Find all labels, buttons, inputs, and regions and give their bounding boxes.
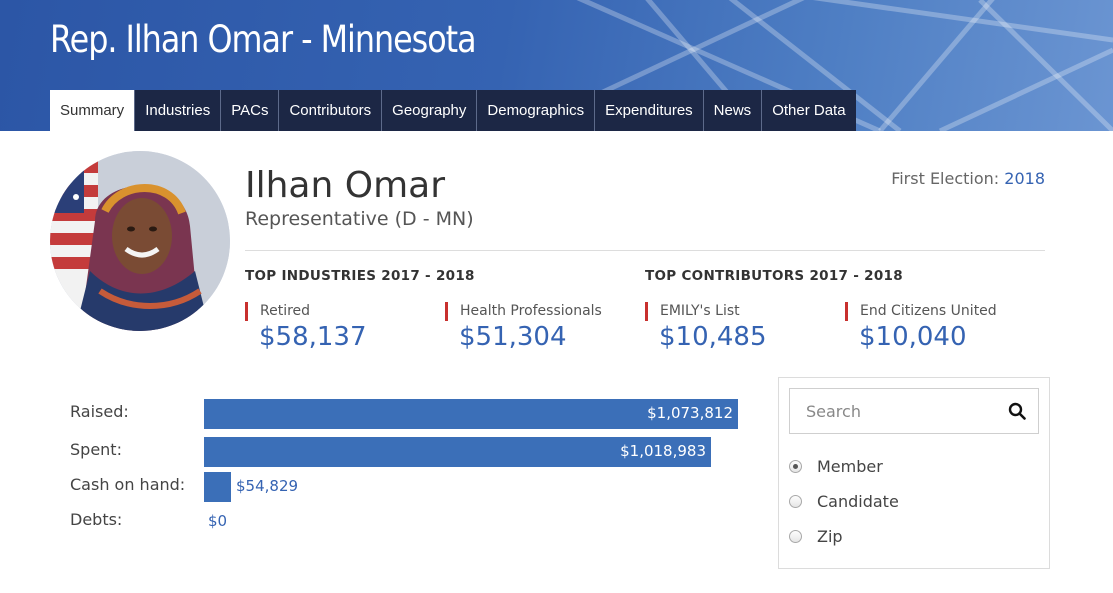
industry-value: $58,137 bbox=[259, 322, 367, 352]
contributor-item-emilys-list[interactable]: EMILY's List bbox=[645, 302, 740, 321]
raised-value: $1,073,812 bbox=[647, 404, 733, 422]
tab-other-data[interactable]: Other Data bbox=[762, 90, 856, 131]
industry-item-health-professionals[interactable]: Health Professionals bbox=[445, 302, 602, 321]
tab-pacs[interactable]: PACs bbox=[221, 90, 280, 131]
radio-button[interactable] bbox=[789, 494, 802, 508]
radio-button[interactable] bbox=[789, 459, 802, 473]
contributor-value: $10,040 bbox=[859, 322, 967, 352]
spent-value: $1,018,983 bbox=[620, 442, 706, 460]
radio-label: Candidate bbox=[817, 491, 899, 511]
member-role: Representative (D - MN) bbox=[245, 208, 474, 230]
top-industries-heading: TOP INDUSTRIES 2017 - 2018 bbox=[245, 268, 475, 284]
tab-summary[interactable]: Summary bbox=[50, 90, 136, 131]
tab-geography[interactable]: Geography bbox=[382, 90, 478, 131]
industry-value: $51,304 bbox=[459, 322, 567, 352]
tab-demographics[interactable]: Demographics bbox=[477, 90, 596, 131]
industry-label: Retired bbox=[260, 303, 311, 319]
search-panel: Member Candidate Zip bbox=[778, 377, 1050, 569]
divider bbox=[245, 250, 1045, 251]
tab-industries[interactable]: Industries bbox=[135, 90, 222, 131]
radio-candidate[interactable]: Candidate bbox=[789, 490, 899, 512]
contributor-label: EMILY's List bbox=[660, 303, 740, 319]
tab-contributors[interactable]: Contributors bbox=[279, 90, 383, 131]
debts-value: $0 bbox=[208, 512, 228, 530]
radio-member[interactable]: Member bbox=[789, 455, 883, 477]
cash-on-hand-label: Cash on hand: bbox=[70, 475, 186, 494]
search-field bbox=[789, 388, 1039, 434]
tab-news[interactable]: News bbox=[703, 90, 763, 131]
raised-bar bbox=[204, 399, 738, 429]
page-title: Rep. Ilhan Omar - Minnesota bbox=[50, 18, 477, 61]
top-contributors-heading: TOP CONTRIBUTORS 2017 - 2018 bbox=[645, 268, 903, 284]
search-icon[interactable] bbox=[1008, 402, 1026, 420]
raised-label: Raised: bbox=[70, 402, 129, 421]
spent-label: Spent: bbox=[70, 440, 122, 459]
debts-label: Debts: bbox=[70, 510, 123, 529]
radio-zip[interactable]: Zip bbox=[789, 525, 843, 547]
radio-label: Zip bbox=[817, 526, 843, 546]
tab-expenditures[interactable]: Expenditures bbox=[595, 90, 704, 131]
avatar bbox=[50, 151, 230, 331]
search-input[interactable] bbox=[790, 389, 1000, 433]
contributor-value: $10,485 bbox=[659, 322, 767, 352]
first-election-label: First Election: bbox=[891, 169, 1000, 188]
contributor-label: End Citizens United bbox=[860, 303, 997, 319]
first-election-year[interactable]: 2018 bbox=[1004, 169, 1045, 188]
contributor-item-end-citizens-united[interactable]: End Citizens United bbox=[845, 302, 997, 321]
cash-on-hand-bar bbox=[204, 472, 231, 502]
nav-tabs: Summary Industries PACs Contributors Geo… bbox=[50, 90, 856, 131]
industry-item-retired[interactable]: Retired bbox=[245, 302, 310, 321]
radio-label: Member bbox=[817, 456, 883, 476]
radio-button[interactable] bbox=[789, 529, 802, 543]
cash-on-hand-value: $54,829 bbox=[236, 477, 299, 495]
first-election: First Election: 2018 bbox=[891, 169, 1045, 188]
member-name: Ilhan Omar bbox=[245, 165, 446, 206]
page-header: Rep. Ilhan Omar - Minnesota Summary Indu… bbox=[0, 0, 1113, 131]
industry-label: Health Professionals bbox=[460, 303, 602, 319]
spent-bar bbox=[204, 437, 711, 467]
